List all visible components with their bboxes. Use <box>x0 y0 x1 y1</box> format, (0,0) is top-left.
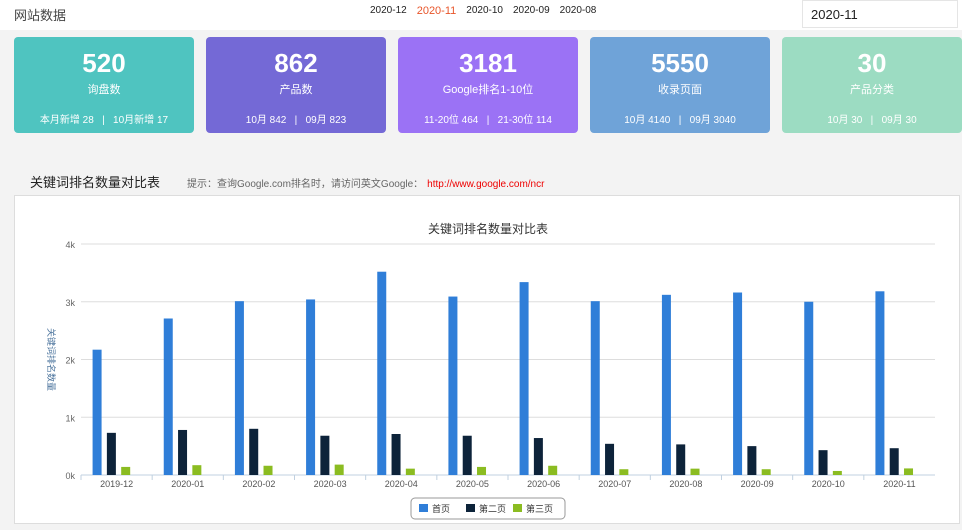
bar-chart: 关键词排名数量对比表 0k 1k 2k 3k 4k 关键词排名数量 2019-12 2020-0… <box>46 221 935 520</box>
bar-second-page[interactable] <box>676 444 686 475</box>
card-value: 520 <box>82 48 126 78</box>
month-input[interactable] <box>802 0 958 28</box>
bar-second-page[interactable] <box>249 428 259 475</box>
legend: 首页 第二页 第三页 <box>410 497 566 520</box>
bar-second-page[interactable] <box>818 450 828 475</box>
month-link[interactable]: 2020-09 <box>512 5 550 16</box>
bar-first-page[interactable] <box>234 301 244 475</box>
x-tick-label: 2020-08 <box>669 479 702 489</box>
card-sub: 11-20位 464 | 21-30位 114 <box>424 115 552 126</box>
site-title: 网站数据 <box>14 8 67 23</box>
legend-swatch <box>466 504 475 512</box>
y-tick-label: 4k <box>65 240 75 250</box>
card-sub: 10月 4140 | 09月 3040 <box>624 115 736 126</box>
bar-third-page[interactable] <box>477 466 487 475</box>
bar-third-page[interactable] <box>761 469 771 475</box>
month-link[interactable]: 2020-10 <box>466 5 503 16</box>
card-value: 862 <box>274 48 318 78</box>
month-selector: 2020-12 2020-11 2020-10 2020-09 2020-08 <box>370 5 596 17</box>
bar-first-page[interactable] <box>163 318 173 475</box>
bar-second-page[interactable] <box>391 433 401 475</box>
bar-third-page[interactable] <box>619 469 629 475</box>
bar-third-page[interactable] <box>690 468 700 475</box>
bar-first-page[interactable] <box>306 299 316 475</box>
top-bar: 网站数据 2020-12 2020-11 2020-10 2020-09 2020-08 <box>0 0 962 30</box>
bar-second-page[interactable] <box>178 429 188 475</box>
x-tick-label: 2020-06 <box>527 479 560 489</box>
stat-card: 30 产品分类 10月 30 | 09月 30 <box>782 37 962 133</box>
hint: 提示：查询Google.com排名时，请访问英文Google： http://ww… <box>187 175 544 190</box>
bar-second-page[interactable] <box>462 435 472 475</box>
bar-second-page[interactable] <box>747 446 757 475</box>
card-label: 产品分类 <box>850 84 894 96</box>
bar-first-page[interactable] <box>92 349 102 475</box>
bar-third-page[interactable] <box>832 470 842 475</box>
stat-card: 3181 Google排名1-10位 11-20位 464 | 21-30位 114 <box>398 37 578 133</box>
bar-first-page[interactable] <box>519 282 529 475</box>
stat-card: 520 询盘数本月新增 28 | 10月新增 17 <box>14 37 194 133</box>
legend-swatch <box>513 504 522 512</box>
x-tick-label: 2020-02 <box>242 479 275 489</box>
x-tick-label: 2020-03 <box>314 479 347 489</box>
x-tick-label: 2020-04 <box>385 479 418 489</box>
bar-second-page[interactable] <box>533 438 543 475</box>
month-link[interactable]: 2020-11 <box>416 5 457 17</box>
bar-first-page[interactable] <box>733 292 743 475</box>
x-tick-label: 2020-10 <box>812 479 845 489</box>
bar-third-page[interactable] <box>904 468 914 475</box>
legend-item[interactable]: 首页 <box>432 503 450 514</box>
bar-second-page[interactable] <box>106 432 116 475</box>
section-title: 关键词排名数量对比表 <box>30 175 161 190</box>
hint-text: 提示：查询Google.com排名时，请访问英文Google： <box>187 179 424 190</box>
y-tick-label: 1k <box>65 413 75 423</box>
bar-first-page[interactable] <box>661 294 671 475</box>
stat-card: 862 产品数 10月 842 | 09月 823 <box>206 37 386 133</box>
card-value: 5550 <box>651 48 709 78</box>
bar-third-page[interactable] <box>121 466 131 475</box>
bar-second-page[interactable] <box>605 443 615 475</box>
bar-first-page[interactable] <box>448 296 458 475</box>
card-label: 产品数 <box>279 84 313 96</box>
google-link[interactable]: http://www.google.com/ncr <box>427 179 545 190</box>
y-tick-label: 0k <box>65 471 75 481</box>
bar-third-page[interactable] <box>405 468 415 475</box>
card-label: 收录页面 <box>658 84 702 96</box>
bar-first-page[interactable] <box>875 291 885 475</box>
card-sub: 10月 30 | 09月 30 <box>827 115 917 126</box>
x-tick-label: 2020-11 <box>883 479 915 489</box>
bar-third-page[interactable] <box>263 465 273 475</box>
card-label: 询盘数 <box>87 84 121 96</box>
y-axis-label: 关键词排名数量 <box>46 328 57 391</box>
card-sub: 10月 842 | 09月 823 <box>245 115 347 126</box>
card-label: Google排名1-10位 <box>442 84 534 96</box>
stat-cards: 520 询盘数本月新增 28 | 10月新增 17 862 产品数 10月 842 | … <box>14 37 962 133</box>
bar-third-page[interactable] <box>548 465 558 475</box>
y-tick-label: 3k <box>65 298 75 308</box>
x-tick-label: 2020-01 <box>171 479 204 489</box>
x-tick-label: 2020-05 <box>456 479 489 489</box>
card-sub: 本月新增 28 | 10月新增 17 <box>39 115 169 126</box>
bar-first-page[interactable] <box>804 301 814 475</box>
bar-first-page[interactable] <box>377 271 387 475</box>
bar-second-page[interactable] <box>889 448 899 475</box>
card-value: 3181 <box>459 48 517 78</box>
bar-first-page[interactable] <box>590 301 600 475</box>
x-tick-label: 2020-07 <box>598 479 631 489</box>
legend-item[interactable]: 第二页 <box>479 503 506 514</box>
bar-third-page[interactable] <box>192 465 202 475</box>
legend-item[interactable]: 第三页 <box>526 503 553 514</box>
chart-container: 关键词排名数量对比表 0k 1k 2k 3k 4k 关键词排名数量 2019-12 2020-0… <box>14 195 960 524</box>
month-link[interactable]: 2020-08 <box>559 5 597 16</box>
legend-swatch <box>419 504 428 512</box>
x-tick-label: 2019-12 <box>100 479 133 489</box>
bar-third-page[interactable] <box>334 464 344 475</box>
bar-second-page[interactable] <box>320 435 330 475</box>
x-tick-label: 2020-09 <box>741 479 774 489</box>
y-tick-label: 2k <box>65 356 75 366</box>
month-link[interactable]: 2020-12 <box>370 5 407 16</box>
card-value: 30 <box>857 48 887 78</box>
stat-card: 5550 收录页面 10月 4140 | 09月 3040 <box>590 37 770 133</box>
chart-title: 关键词排名数量对比表 <box>428 221 548 236</box>
